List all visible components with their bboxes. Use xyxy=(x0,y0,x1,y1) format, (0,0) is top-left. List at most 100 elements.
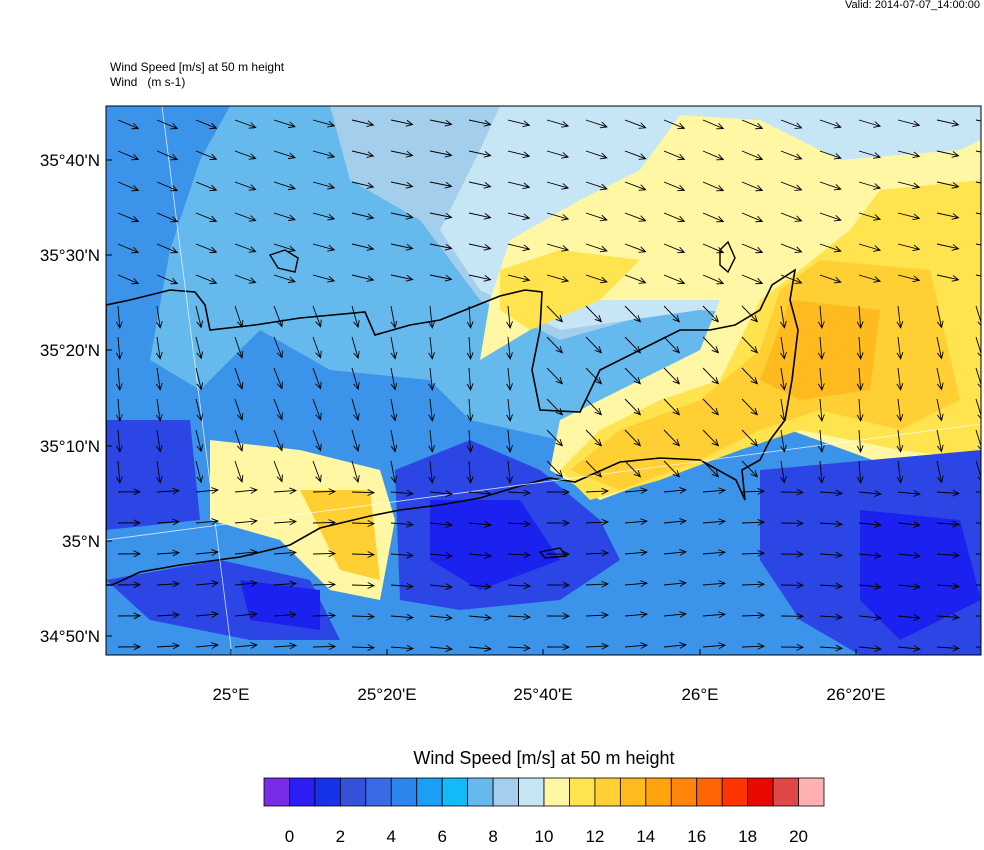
wind-arrow xyxy=(624,367,642,385)
wind-arrow xyxy=(507,551,532,559)
wind-arrow xyxy=(390,520,414,528)
wind-arrow xyxy=(390,367,398,391)
wind-arrow xyxy=(506,429,513,453)
wind-arrow xyxy=(585,487,610,495)
wind-arrow xyxy=(663,398,681,416)
wind-arrow xyxy=(936,489,960,497)
wind-arrow xyxy=(428,336,436,360)
wind-arrow xyxy=(234,518,258,525)
wind-arrow xyxy=(312,243,336,252)
colorbar-tick-label: 2 xyxy=(336,827,345,845)
wind-arrow xyxy=(234,305,244,328)
wind-arrow xyxy=(585,398,603,416)
wind-arrow xyxy=(546,488,571,496)
wind-arrow xyxy=(819,150,842,160)
wind-arrow xyxy=(741,460,759,478)
wind-arrow xyxy=(506,398,513,422)
wind-arrow xyxy=(117,274,140,285)
wind-arrow xyxy=(897,181,921,190)
wind-arrow xyxy=(273,367,283,390)
wind-arrow xyxy=(234,367,244,390)
colorbar-box xyxy=(747,777,774,807)
wind-arrow xyxy=(975,119,981,122)
wind-arrow xyxy=(585,611,610,619)
wind-arrow xyxy=(741,642,766,650)
wind-arrow xyxy=(117,119,140,130)
wind-arrow xyxy=(507,243,531,252)
wind-arrow xyxy=(195,580,219,587)
wind-arrow xyxy=(936,336,944,360)
wind-arrow xyxy=(273,642,297,650)
wind-arrow xyxy=(741,367,759,385)
wind-arrow xyxy=(936,644,960,652)
wind-arrow xyxy=(624,212,647,222)
wind-arrow xyxy=(351,181,375,189)
wind-arrow xyxy=(546,398,564,416)
wind-arrow xyxy=(428,398,436,422)
wind-arrow xyxy=(936,582,960,590)
wind-arrow xyxy=(468,243,492,251)
wind-arrow xyxy=(585,150,608,160)
wind-arrow xyxy=(741,305,759,323)
wind-arrow xyxy=(585,429,603,447)
wind-arrow xyxy=(702,150,725,161)
wind-arrow xyxy=(780,150,803,160)
plot-title: Wind Speed [m/s] at 50 m height xyxy=(110,60,285,74)
wind-arrow xyxy=(195,460,204,484)
crete-coastline xyxy=(106,268,799,586)
wind-arrow xyxy=(624,243,647,253)
colorbar-box xyxy=(314,777,341,807)
wind-arrow xyxy=(273,150,296,160)
wind-arrow xyxy=(819,644,844,652)
colorbar-box xyxy=(365,777,392,807)
wind-arrow xyxy=(155,336,163,360)
wind-arrow xyxy=(273,119,296,129)
wind-arrow xyxy=(234,212,257,222)
wind-arrow xyxy=(312,336,322,359)
wind-arrow xyxy=(936,429,944,453)
colorbar-tick-label: 6 xyxy=(437,827,446,845)
wind-arrow xyxy=(195,274,218,285)
wind-arrow xyxy=(234,243,257,253)
wind-arrow xyxy=(390,336,398,360)
wind-arrow xyxy=(817,398,825,422)
wind-arrow xyxy=(702,336,720,354)
wind-arrow xyxy=(312,367,322,390)
wind-arrow xyxy=(312,274,336,283)
wind-arrow xyxy=(273,305,283,328)
wind-arrow xyxy=(468,119,492,127)
wind-arrow xyxy=(585,274,608,284)
lon-label: 26°20'E xyxy=(826,685,885,704)
colorbar-tick-label: 8 xyxy=(488,827,497,845)
wind-arrow xyxy=(507,274,531,283)
wind-arrow xyxy=(585,549,610,557)
wind-arrow xyxy=(780,429,787,453)
wind-arrow xyxy=(546,460,564,478)
wind-arrow xyxy=(273,398,283,421)
colorbar-tick-label: 18 xyxy=(738,827,757,845)
wind-arrow xyxy=(234,181,257,191)
wind-arrow xyxy=(195,150,218,161)
wind-arrow xyxy=(234,398,244,421)
wind-arrow xyxy=(624,642,648,649)
wind-arrow xyxy=(858,490,882,497)
wind-arrow xyxy=(115,460,123,484)
wind-arrow xyxy=(936,181,960,189)
wind-arrow xyxy=(741,212,764,223)
wind-arrow xyxy=(351,460,360,484)
wind-arrow xyxy=(546,612,571,620)
wind-arrow xyxy=(428,305,436,329)
wind-arrow xyxy=(975,305,981,327)
colorbar-box xyxy=(467,777,494,807)
wind-arrow xyxy=(856,367,864,391)
wind-arrow xyxy=(585,518,610,526)
lat-label: 35°20'N xyxy=(40,341,100,360)
wind-arrow xyxy=(390,274,414,282)
wind-arrow xyxy=(702,243,725,254)
colorbar-tick-label: 12 xyxy=(585,827,604,845)
wind-arrow xyxy=(624,549,648,556)
wind-arrow xyxy=(155,460,163,484)
wind-arrow xyxy=(195,119,218,130)
colorbar-box xyxy=(339,777,367,807)
